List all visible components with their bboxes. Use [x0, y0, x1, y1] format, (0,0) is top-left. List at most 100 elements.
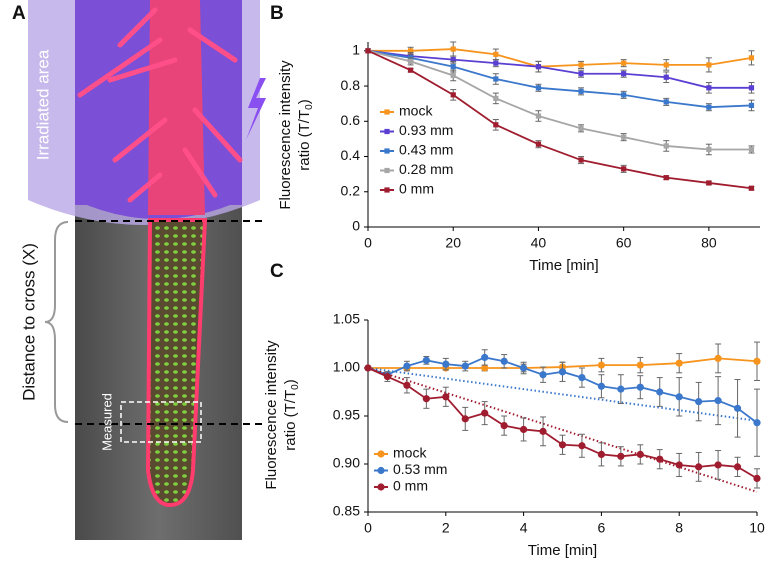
trend-line [367, 367, 758, 422]
legend-marker [384, 167, 390, 174]
legend-label: mock [399, 103, 433, 119]
marker [621, 60, 627, 66]
y-tick-label: 0.4 [341, 147, 361, 163]
y-tick-label: 0.6 [341, 112, 361, 128]
x-tick-label: 10 [749, 520, 765, 536]
y-tick-label: 0.2 [341, 182, 361, 198]
marker [578, 442, 586, 450]
marker [663, 62, 669, 68]
x-tick-label: 2 [442, 520, 450, 536]
marker [636, 361, 644, 369]
irradiated-label: Irradiated area [33, 49, 52, 160]
marker [364, 364, 372, 372]
x-tick-label: 4 [520, 520, 528, 536]
marker [753, 357, 761, 365]
measured-label: Measured [99, 393, 114, 451]
marker [656, 455, 664, 463]
x-tick-label: 80 [701, 235, 717, 251]
marker [520, 425, 528, 434]
marker [748, 85, 755, 91]
marker [706, 62, 712, 68]
legend-marker [377, 450, 385, 458]
marker [597, 382, 606, 390]
marker [695, 398, 703, 406]
marker [493, 51, 499, 57]
marker [748, 185, 755, 191]
marker [535, 113, 542, 119]
marker [422, 356, 430, 364]
marker [450, 64, 456, 70]
marker [748, 102, 755, 109]
distance-label: Distance to cross (X) [19, 243, 38, 401]
x-axis-label: Time [min] [529, 257, 598, 274]
legend-label: 0 mm [393, 478, 428, 494]
panel-label: C [270, 261, 284, 282]
legend-label: mock [393, 445, 427, 461]
marker [748, 146, 755, 153]
marker [621, 166, 627, 172]
marker [621, 92, 627, 98]
x-tick-label: 40 [531, 235, 547, 251]
marker [422, 395, 430, 403]
marker [481, 409, 489, 417]
marker [578, 157, 584, 163]
legend-label: 0.53 mm [393, 461, 447, 477]
x-axis-label: Time [min] [528, 542, 597, 559]
marker [578, 71, 584, 77]
y-label-sub: 0 [304, 104, 315, 110]
y-tick-label: 0.85 [333, 503, 360, 519]
marker [539, 427, 547, 435]
x-tick-label: 60 [616, 235, 632, 251]
marker [403, 362, 411, 370]
marker [539, 371, 547, 379]
marker [535, 141, 542, 147]
marker [450, 46, 456, 52]
y-label-line: ratio (T/T [282, 390, 299, 451]
legend-marker [384, 109, 390, 115]
series-line [367, 49, 752, 151]
series [364, 364, 761, 493]
y-tick-label: 0 [352, 218, 360, 234]
marker [663, 175, 669, 181]
legend-marker [377, 466, 385, 475]
marker [500, 357, 508, 365]
y-label-end: ) [296, 99, 313, 104]
marker [621, 134, 627, 140]
marker [597, 450, 606, 458]
series [364, 349, 761, 457]
marker [383, 373, 392, 381]
legend-marker [384, 187, 390, 193]
marker [442, 360, 450, 368]
marker [706, 146, 712, 153]
y-axis-label: Fluorescence intensity ratio (T/T0) [263, 340, 301, 490]
x-tick-label: 0 [364, 520, 372, 536]
marker [578, 125, 584, 131]
marker [461, 362, 469, 370]
marker [663, 99, 669, 105]
marker [408, 58, 414, 64]
y-axis-label: Fluorescence intensity ratio (T/T0) [277, 60, 315, 210]
marker [558, 441, 567, 449]
marker [733, 463, 742, 471]
marker [706, 180, 712, 186]
legend-marker [384, 148, 390, 154]
marker [753, 474, 761, 482]
marker [535, 85, 542, 91]
series [365, 48, 755, 94]
marker [636, 450, 644, 458]
y-label-end: ) [282, 379, 299, 384]
marker [675, 393, 683, 401]
marker [450, 92, 456, 98]
marker [656, 388, 664, 396]
marker [558, 368, 567, 376]
y-tick-label: 0.90 [333, 455, 360, 471]
series [365, 48, 755, 112]
y-tick-label: 1 [352, 42, 360, 58]
y-tick-label: 1.05 [333, 311, 360, 327]
marker [450, 72, 456, 79]
series-line [367, 49, 752, 190]
marker [621, 71, 627, 77]
legend-label: 0 mm [399, 181, 434, 197]
series-line [367, 49, 752, 89]
